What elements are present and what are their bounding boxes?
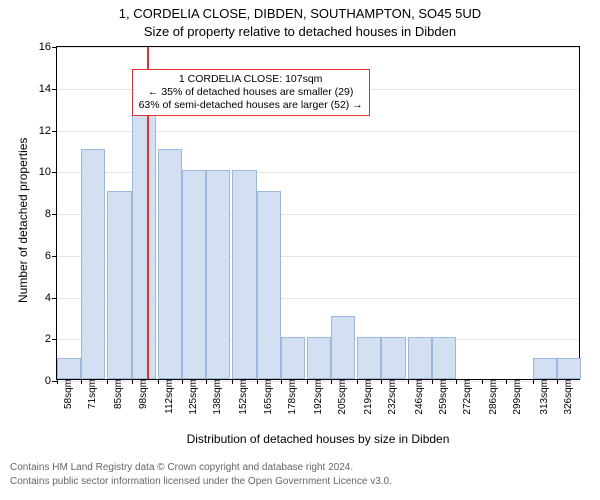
y-tick-mark (52, 214, 57, 215)
chart-plot-area: 024681012141658sqm71sqm85sqm98sqm112sqm1… (56, 46, 580, 380)
y-axis-label: Number of detached properties (16, 138, 30, 303)
x-tick-label: 192sqm (307, 379, 324, 415)
histogram-bar (81, 149, 105, 379)
x-tick-label: 85sqm (107, 379, 124, 409)
histogram-bar (57, 358, 81, 379)
histogram-bar (107, 191, 131, 379)
y-tick-mark (52, 172, 57, 173)
x-tick-label: 71sqm (81, 379, 98, 409)
title-main: 1, CORDELIA CLOSE, DIBDEN, SOUTHAMPTON, … (0, 6, 600, 21)
histogram-bar (206, 170, 230, 379)
histogram-bar (557, 358, 581, 379)
y-tick-mark (52, 89, 57, 90)
x-tick-label: 232sqm (381, 379, 398, 415)
histogram-bar (132, 108, 156, 379)
x-tick-label: 112sqm (158, 379, 175, 414)
histogram-bar (232, 170, 256, 379)
y-tick-mark (52, 131, 57, 132)
histogram-bar (182, 170, 206, 379)
gridline (57, 47, 579, 48)
histogram-bar (331, 316, 355, 379)
title-sub: Size of property relative to detached ho… (0, 24, 600, 39)
histogram-bar (432, 337, 456, 379)
x-tick-label: 219sqm (357, 379, 374, 415)
x-tick-label: 178sqm (281, 379, 298, 415)
x-tick-label: 313sqm (533, 379, 550, 415)
x-tick-label: 259sqm (432, 379, 449, 415)
callout-line: 63% of semi-detached houses are larger (… (139, 99, 363, 112)
histogram-bar (257, 191, 281, 379)
x-axis-label: Distribution of detached houses by size … (56, 432, 580, 446)
x-tick-label: 58sqm (57, 379, 74, 409)
histogram-bar (408, 337, 432, 379)
histogram-bar (307, 337, 331, 379)
y-tick-mark (52, 298, 57, 299)
x-tick-label: 286sqm (482, 379, 499, 415)
histogram-bar (533, 358, 557, 379)
x-tick-label: 272sqm (456, 379, 473, 415)
histogram-bar (381, 337, 405, 379)
x-tick-label: 205sqm (331, 379, 348, 415)
x-tick-label: 138sqm (206, 379, 223, 415)
x-tick-label: 125sqm (182, 379, 199, 415)
callout-line: ← 35% of detached houses are smaller (29… (139, 86, 363, 99)
x-tick-label: 299sqm (506, 379, 523, 415)
footer-line-2: Contains public sector information licen… (10, 476, 392, 487)
x-tick-label: 152sqm (232, 379, 249, 415)
x-tick-label: 326sqm (557, 379, 574, 415)
histogram-bar (357, 337, 381, 379)
y-tick-mark (52, 47, 57, 48)
callout-box: 1 CORDELIA CLOSE: 107sqm← 35% of detache… (132, 69, 370, 116)
y-tick-mark (52, 339, 57, 340)
y-tick-mark (52, 256, 57, 257)
footer-line-1: Contains HM Land Registry data © Crown c… (10, 462, 353, 473)
histogram-bar (158, 149, 182, 379)
x-tick-label: 165sqm (257, 379, 274, 415)
callout-line: 1 CORDELIA CLOSE: 107sqm (139, 73, 363, 86)
x-tick-label: 246sqm (408, 379, 425, 415)
histogram-bar (281, 337, 305, 379)
x-tick-label: 98sqm (132, 379, 149, 409)
